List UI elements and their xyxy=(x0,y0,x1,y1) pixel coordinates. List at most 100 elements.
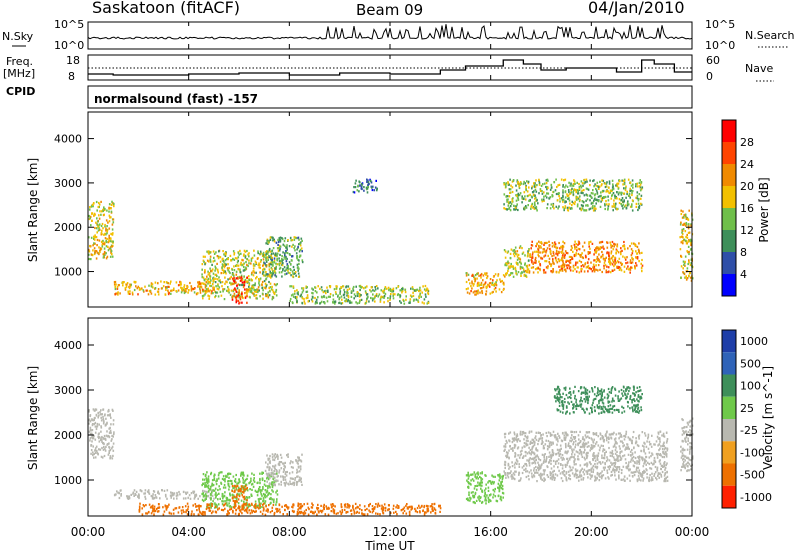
scatter-cell-power-10 xyxy=(567,209,570,212)
scatter-cell-velocity-6 xyxy=(485,499,488,502)
scatter-cell-power-10 xyxy=(605,190,607,193)
scatter-cell-power-4 xyxy=(282,243,285,246)
scatter-cell-power-5 xyxy=(377,295,380,298)
scatter-cell-power-5 xyxy=(347,285,350,288)
scatter-cell-velocity-2 xyxy=(243,500,245,503)
scatter-cell-power-9 xyxy=(606,251,609,254)
scatter-cell-velocity-4 xyxy=(250,509,253,512)
scatter-cell-power-1 xyxy=(136,287,139,290)
scatter-cell-power-5 xyxy=(291,301,294,304)
scatter-cell-velocity-1 xyxy=(119,489,122,492)
scatter-cell-power-2 xyxy=(219,279,221,282)
scatter-cell-power-5 xyxy=(333,300,336,303)
scatter-cell-power-2 xyxy=(271,263,273,266)
scatter-cell-velocity-7 xyxy=(558,436,561,439)
scatter-cell-power-2 xyxy=(237,291,240,294)
scatter-cell-power-2 xyxy=(268,268,271,271)
scatter-cell-velocity-5 xyxy=(279,453,282,456)
scatter-cell-power-9 xyxy=(555,271,558,274)
scatter-cell-power-0 xyxy=(88,208,91,211)
scatter-cell-power-10 xyxy=(503,203,505,206)
scatter-cell-power-9 xyxy=(610,246,613,249)
scatter-cell-power-11 xyxy=(682,242,684,245)
scatter-cell-power-9 xyxy=(552,258,554,261)
scatter-cell-power-0 xyxy=(89,206,91,209)
scatter-cell-power-5 xyxy=(423,288,426,291)
scatter-cell-velocity-4 xyxy=(291,505,293,508)
scatter-cell-power-2 xyxy=(262,270,264,273)
scatter-cell-power-2 xyxy=(262,289,264,292)
scatter-cell-power-2 xyxy=(221,263,224,266)
scatter-cell-power-2 xyxy=(222,250,224,253)
scatter-cell-velocity-2 xyxy=(201,492,204,496)
scatter-cell-velocity-2 xyxy=(215,491,217,494)
scatter-cell-power-9 xyxy=(535,260,537,263)
scatter-cell-power-10 xyxy=(608,180,611,183)
scatter-cell-power-10 xyxy=(599,180,601,183)
scatter-cell-velocity-4 xyxy=(316,513,318,516)
scatter-cell-velocity-6 xyxy=(500,499,503,502)
scatter-cell-velocity-4 xyxy=(414,507,416,510)
scatter-cell-power-9 xyxy=(601,240,604,243)
scatter-cell-velocity-4 xyxy=(196,505,198,508)
scatter-cell-velocity-4 xyxy=(344,505,346,508)
scatter-cell-power-4 xyxy=(298,255,301,259)
scatter-cell-velocity-2 xyxy=(261,471,263,474)
scatter-cell-power-9 xyxy=(532,251,534,254)
scatter-cell-power-10 xyxy=(584,181,587,184)
scatter-cell-power-2 xyxy=(237,264,240,267)
scatter-cell-velocity-4 xyxy=(230,507,232,510)
scatter-cell-power-2 xyxy=(250,257,253,260)
scatter-cell-velocity-2 xyxy=(222,486,225,489)
scatter-cell-velocity-4 xyxy=(416,511,419,514)
scatter-cell-velocity-1 xyxy=(205,490,208,493)
scatter-cell-velocity-2 xyxy=(271,484,274,487)
scatter-cell-power-10 xyxy=(581,207,584,210)
scatter-cell-velocity-5 xyxy=(273,466,276,469)
scatter-cell-velocity-4 xyxy=(218,507,220,510)
scatter-cell-power-4 xyxy=(264,262,266,265)
scatter-cell-velocity-0 xyxy=(94,408,97,411)
scatter-cell-power-5 xyxy=(391,288,393,292)
scatter-cell-velocity-2 xyxy=(210,506,212,509)
scatter-cell-velocity-4 xyxy=(352,504,354,507)
scatter-cell-power-5 xyxy=(350,301,353,304)
scatter-cell-power-8 xyxy=(503,249,506,252)
scatter-cell-velocity-0 xyxy=(102,442,104,445)
scatter-cell-velocity-5 xyxy=(284,472,287,476)
scatter-cell-power-2 xyxy=(241,258,243,261)
scatter-cell-velocity-4 xyxy=(397,505,400,508)
scatter-cell-velocity-4 xyxy=(228,512,230,515)
scatter-cell-velocity-4 xyxy=(174,507,177,510)
scatter-cell-velocity-2 xyxy=(262,486,264,489)
scatter-cell-velocity-4 xyxy=(222,504,225,507)
scatter-cell-velocity-5 xyxy=(280,461,283,464)
scatter-cell-power-9 xyxy=(562,240,564,243)
scatter-cell-power-10 xyxy=(564,178,567,181)
scatter-cell-velocity-4 xyxy=(401,508,403,512)
scatter-cell-power-10 xyxy=(559,200,561,203)
scatter-cell-power-4 xyxy=(278,260,281,263)
scatter-cell-power-5 xyxy=(384,286,387,289)
scatter-cell-velocity-7 xyxy=(596,458,599,461)
scatter-cell-power-5 xyxy=(353,293,356,296)
scatter-cell-power-11 xyxy=(685,240,688,243)
scatter-cell-velocity-7 xyxy=(572,443,574,446)
power-colorbar-block xyxy=(722,252,736,274)
scatter-cell-power-10 xyxy=(572,183,575,186)
scatter-cell-velocity-0 xyxy=(108,442,110,445)
scatter-cell-velocity-2 xyxy=(266,489,268,492)
scatter-cell-power-1 xyxy=(186,285,189,288)
scatter-cell-power-9 xyxy=(542,250,545,253)
freq-tick-bottom: 8 xyxy=(68,70,75,83)
scatter-cell-power-1 xyxy=(133,281,136,284)
scatter-cell-velocity-2 xyxy=(276,472,278,475)
scatter-cell-power-10 xyxy=(507,183,510,186)
scatter-cell-power-4 xyxy=(297,258,299,261)
scatter-cell-power-10 xyxy=(612,183,614,186)
scatter-cell-power-0 xyxy=(100,200,102,203)
scatter-cell-power-0 xyxy=(92,244,94,247)
scatter-cell-velocity-1 xyxy=(144,489,147,492)
scatter-cell-power-10 xyxy=(504,183,507,186)
